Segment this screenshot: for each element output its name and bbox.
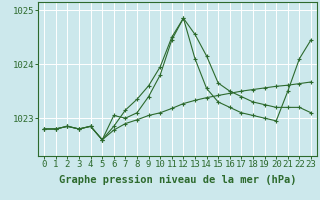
X-axis label: Graphe pression niveau de la mer (hPa): Graphe pression niveau de la mer (hPa) <box>59 175 296 185</box>
